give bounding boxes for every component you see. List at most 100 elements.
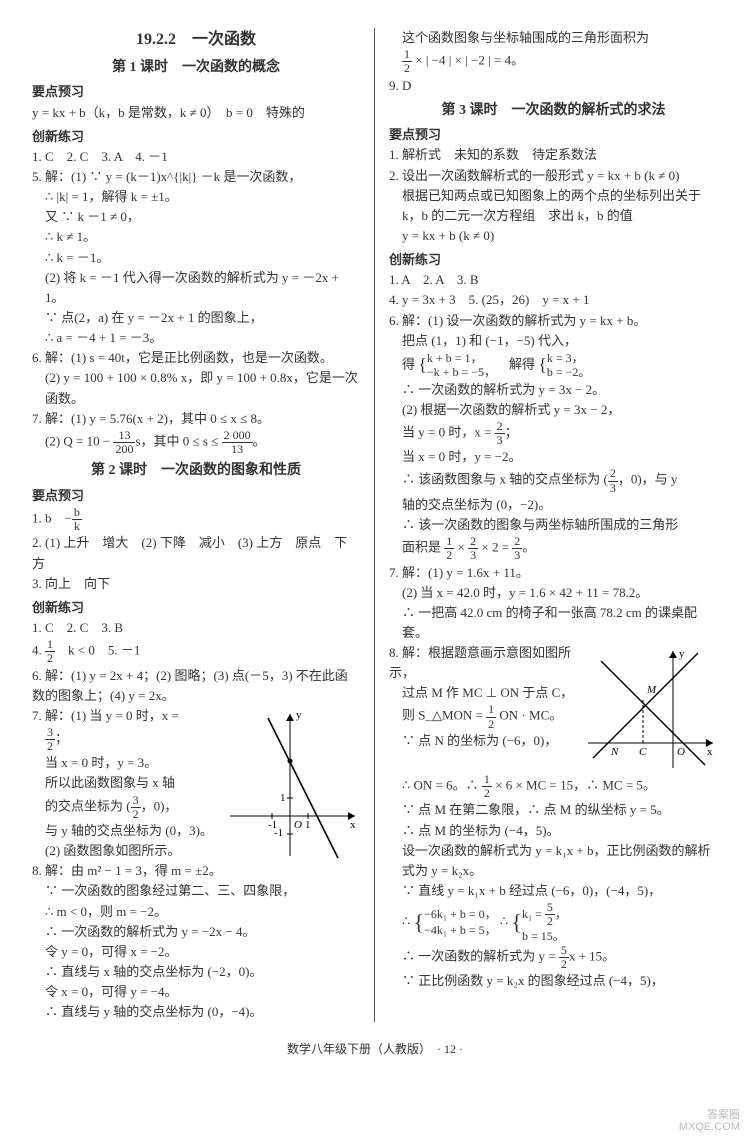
l2-q4-mid: k < 0 5. －1 (55, 643, 140, 658)
l3-q8j-mid: ∴ (500, 914, 512, 929)
l3-p1: 1. 解析式 未知的系数 待定系数法 (389, 145, 718, 165)
l1-q5e: ∴ k = －1。 (32, 248, 360, 268)
l3-q1-3: 1. A 2. A 3. B (389, 270, 718, 290)
left-column: 19.2.2 一次函数 第 1 课时 一次函数的概念 要点预习 y = kx +… (32, 28, 375, 1022)
l1-q5h: ∴ a = －4 + 1 = －3。 (32, 328, 360, 348)
page-footer: 数学八年级下册（人教版） · 12 · (32, 1040, 718, 1059)
l2-q8a: 8. 解：由 m² − 1 = 3，得 m = ±2。 (32, 861, 360, 881)
l3-p2a: 2. 设出一次函数解析式的一般形式 y = kx + b (k ≠ 0) (389, 166, 718, 186)
l1-q7a: 7. 解：(1) y = 5.76(x + 2)，其中 0 ≤ x ≤ 8。 (32, 409, 360, 429)
l2-q6: 6. 解：(1) y = 2x + 4；(2) 图略；(3) 点(－5，3) 不… (32, 666, 360, 706)
frac-2-3d: 23 (512, 535, 522, 562)
graph1-wrap: x y O 1 -1 -1 1 (220, 706, 360, 861)
lesson3-practice-label: 创新练习 (389, 250, 718, 270)
graph2-svg: x y O N C M (583, 643, 718, 773)
r-q9: 9. D (389, 76, 718, 96)
l2-q8e: 令 y = 0，可得 x = −2。 (32, 942, 360, 962)
l2-q8g: 令 x = 0，可得 y = −4。 (32, 982, 360, 1002)
l3-q6k-m2: × 2 = (478, 540, 512, 555)
l2-q1-3: 1. C 2. C 3. B (32, 618, 360, 638)
l3-q6h-end: ，0)，与 y (618, 472, 678, 487)
l2-q8d: ∴ 一次函数的解析式为 y = −2x − 4。 (32, 922, 360, 942)
frac-1-2b: 12 (402, 48, 412, 75)
l3-q8k-pre: ∴ 一次函数的解析式为 y = (402, 949, 559, 964)
l3-q7c: ∴ 一把高 42.0 cm 的椅子和一张高 78.2 cm 的课桌配套。 (389, 603, 718, 643)
l3-q8h: 设一次函数的解析式为 y = k₁x + b，正比例函数的解析式为 y = k₂… (389, 841, 718, 881)
sys1-l2: −k + b = −5， (427, 365, 496, 379)
l1-q7b-end: 。 (253, 434, 266, 449)
l1-q7b-pre: (2) Q = 10 − (45, 434, 113, 449)
lesson1-preview-line: y = kx + b（k，b 是常数，k ≠ 0） b = 0 特殊的 (32, 103, 360, 123)
l2-q4: 4. 12 k < 0 5. －1 (32, 638, 360, 665)
frac-13-200: 13200 (113, 429, 135, 456)
l1-q5f: (2) 将 k = －1 代入得一次函数的解析式为 y = －2x + 1。 (32, 268, 360, 308)
page-columns: 19.2.2 一次函数 第 1 课时 一次函数的概念 要点预习 y = kx +… (32, 28, 718, 1022)
l3-q6k-end: 。 (522, 540, 535, 555)
watermark: 答案圈 MXQE.COM (679, 1109, 740, 1133)
watermark-top: 答案圈 (679, 1109, 740, 1121)
lesson3-preview-label: 要点预习 (389, 125, 718, 145)
lesson2-title: 第 2 课时 一次函数的图象和性质 (32, 460, 360, 482)
frac-2-3a: 23 (495, 420, 505, 447)
sys8-l1: −6k₁ + b = 0， (424, 907, 497, 921)
l1-q5b: ∴ |k| = 1，解得 k = ±1。 (32, 187, 360, 207)
g2-M: M (646, 684, 657, 696)
axis-x-label: x (350, 819, 356, 831)
l3-q8j: ∴ {−6k₁ + b = 0，−4k₁ + b = 5， ∴ {k₁ = 52… (389, 901, 718, 944)
l3-q6k-m1: × (454, 540, 468, 555)
frac-b-k: bk (72, 506, 82, 533)
axis-origin: O (294, 819, 302, 831)
g2-x: x (707, 746, 713, 758)
tick-1y: 1 (280, 792, 286, 804)
l3-q8e-pre: ∴ ON = 6。∴ (402, 778, 482, 793)
l3-q4-5: 4. y = 3x + 3 5. (25，26) y = x + 1 (389, 290, 718, 310)
sys1-l1: k + b = 1， (427, 351, 483, 365)
l3-q8k: ∴ 一次函数的解析式为 y = 52x + 15。 (389, 944, 718, 971)
l3-q8j-pre: ∴ (402, 914, 414, 929)
l2-p1-pre: 1. b − (32, 511, 72, 526)
l1-q5d: ∴ k ≠ 1。 (32, 227, 360, 247)
l3-q8l: ∵ 正比例函数 y = k₂x 的图象经过点 (−4，5)， (389, 971, 718, 991)
graph2-wrap: x y O N C M (583, 643, 718, 773)
l3-q6c-mid: 解得 (496, 356, 538, 371)
graph1-svg: x y O 1 -1 -1 1 (220, 706, 360, 861)
axis-y-label: y (296, 709, 302, 721)
tick-1: 1 (305, 819, 311, 831)
l3-q6f-pre: 当 y = 0 时，x = (402, 425, 495, 440)
l3-q6j: ∴ 该一次函数的图象与两坐标轴所围成的三角形 (389, 515, 718, 535)
l3-q7a: 7. 解：(1) y = 1.6x + 11。 (389, 563, 718, 583)
l3-q6f: 当 y = 0 时，x = 23； (389, 420, 718, 447)
l1-q5g: ∵ 点(2，a) 在 y = －2x + 1 的图象上， (32, 308, 360, 328)
l3-p2b: 根据已知两点或已知图象上的两个点的坐标列出关于 k，b 的二元一次方程组 求出 … (389, 186, 718, 226)
g2-y: y (679, 648, 685, 660)
l2-q8h: ∴ 直线与 y 轴的交点坐标为 (0，−4)。 (32, 1002, 360, 1022)
l3-q8c-end: ON · MC。 (496, 708, 562, 723)
frac-3-2a: 32 (45, 726, 55, 753)
section-number: 19.2.2 一次函数 (32, 28, 360, 53)
frac-1-2c: 12 (444, 535, 454, 562)
l3-q8e: ∴ ON = 6。∴ 12 × 6 × MC = 15，∴ MC = 5。 (389, 773, 718, 800)
frac-5-2b: 52 (559, 944, 569, 971)
lesson1-preview-label: 要点预习 (32, 82, 360, 102)
lesson2-practice-label: 创新练习 (32, 598, 360, 618)
l2-p3: 3. 向上 向下 (32, 574, 360, 594)
frac-2-3b: 23 (608, 467, 618, 494)
l3-q8k-end: x + 15。 (569, 949, 615, 964)
l3-q6d: ∴ 一次函数的解析式为 y = 3x − 2。 (389, 380, 718, 400)
l3-q8i: ∵ 直线 y = k₁x + b 经过点 (−6，0)，(−4，5)， (389, 881, 718, 901)
sys8b-l1: k₁ = 52， (522, 907, 567, 921)
l2-q7d-end: ，0)， (141, 798, 178, 813)
l3-q6h: ∴ 该函数图象与 x 轴的交点坐标为 (23，0)，与 y (389, 467, 718, 494)
watermark-bottom: MXQE.COM (679, 1121, 740, 1133)
l2-q7d-pre: 的交点坐标为 ( (45, 798, 131, 813)
sys2-l1: k = 3， (547, 351, 584, 365)
l2-q7a-end: ； (55, 731, 68, 746)
l3-q6a: 6. 解：(1) 设一次函数的解析式为 y = kx + b。 (389, 311, 718, 331)
g2-O: O (677, 746, 685, 758)
l3-q6b: 把点 (1，1) 和 (−1，−5) 代入， (389, 331, 718, 351)
l1-q1-4: 1. C 2. C 3. A 4. －1 (32, 147, 360, 167)
sys8-l2: −4k₁ + b = 5， (424, 923, 497, 937)
l3-q8f: ∵ 点 M 在第二象限，∴ 点 M 的纵坐标 y = 5。 (389, 800, 718, 820)
l2-q7a-txt: 7. 解：(1) 当 y = 0 时，x = (32, 708, 179, 723)
l3-q8g: ∴ 点 M 的坐标为 (−4，5)。 (389, 821, 718, 841)
